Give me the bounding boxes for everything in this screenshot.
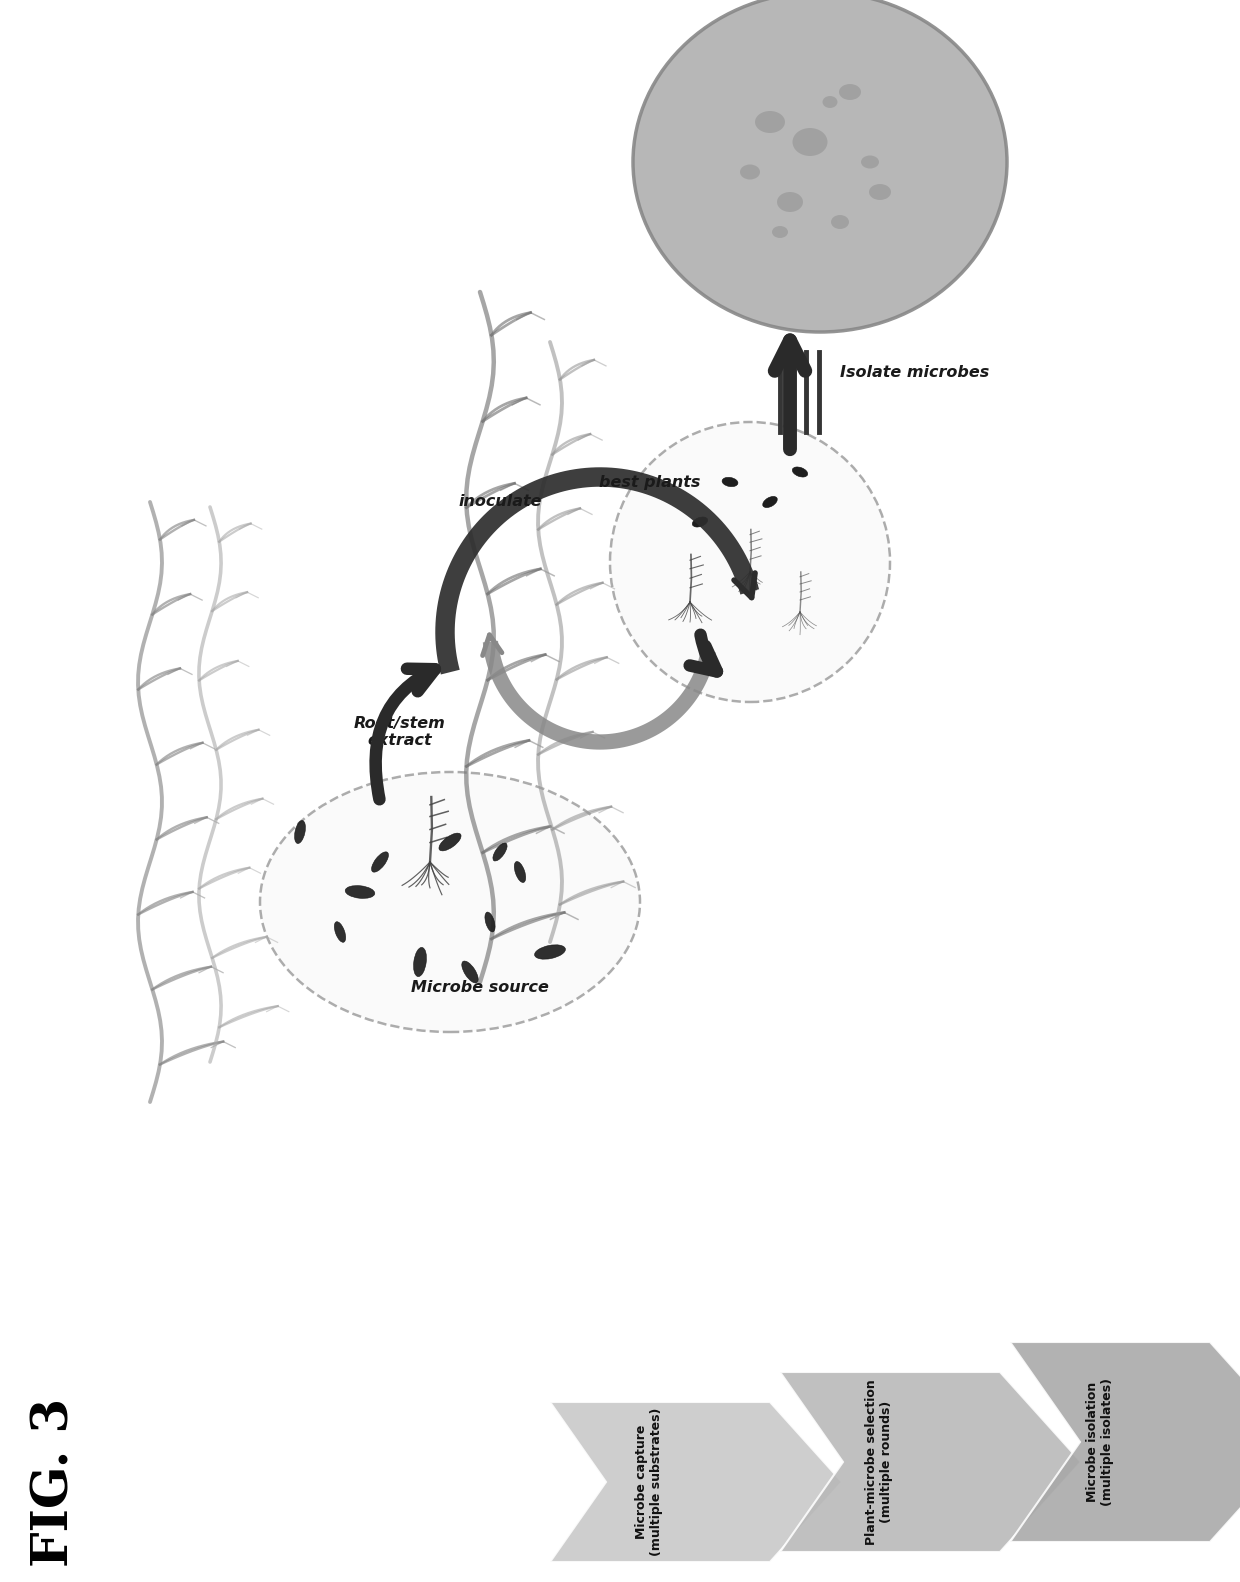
Ellipse shape: [831, 215, 849, 229]
Text: Plant-microbe selection
(multiple rounds): Plant-microbe selection (multiple rounds…: [866, 1380, 893, 1546]
Ellipse shape: [692, 517, 708, 527]
Ellipse shape: [461, 960, 479, 982]
Polygon shape: [780, 1372, 1081, 1552]
Ellipse shape: [822, 97, 837, 108]
Ellipse shape: [777, 191, 804, 212]
Ellipse shape: [610, 422, 890, 702]
Text: Isolate microbes: Isolate microbes: [839, 364, 990, 380]
Ellipse shape: [295, 821, 305, 843]
Ellipse shape: [372, 851, 388, 872]
Ellipse shape: [755, 111, 785, 133]
Ellipse shape: [515, 862, 526, 883]
Ellipse shape: [439, 834, 461, 851]
Ellipse shape: [345, 886, 374, 899]
Text: Root/stem
extract: Root/stem extract: [355, 715, 446, 748]
Ellipse shape: [335, 922, 346, 943]
Ellipse shape: [414, 948, 427, 976]
Ellipse shape: [792, 128, 827, 157]
Text: FIG. 3: FIG. 3: [31, 1397, 79, 1566]
Ellipse shape: [763, 497, 777, 508]
Ellipse shape: [773, 226, 787, 237]
Ellipse shape: [740, 165, 760, 179]
Ellipse shape: [632, 0, 1007, 332]
Ellipse shape: [485, 913, 495, 932]
Text: Microbe isolation
(multiple isolates): Microbe isolation (multiple isolates): [1086, 1378, 1114, 1506]
Text: best plants: best plants: [599, 475, 701, 489]
Ellipse shape: [861, 155, 879, 169]
Ellipse shape: [722, 478, 738, 487]
Ellipse shape: [869, 184, 892, 199]
Ellipse shape: [260, 772, 640, 1031]
Ellipse shape: [494, 843, 507, 861]
Ellipse shape: [534, 944, 565, 959]
Polygon shape: [1011, 1342, 1240, 1542]
Text: Microbe source: Microbe source: [412, 979, 549, 995]
Text: Microbe capture
(multiple substrates): Microbe capture (multiple substrates): [635, 1408, 663, 1557]
Polygon shape: [551, 1402, 842, 1561]
Ellipse shape: [792, 467, 807, 478]
Text: inoculate: inoculate: [459, 495, 542, 509]
Ellipse shape: [839, 84, 861, 100]
